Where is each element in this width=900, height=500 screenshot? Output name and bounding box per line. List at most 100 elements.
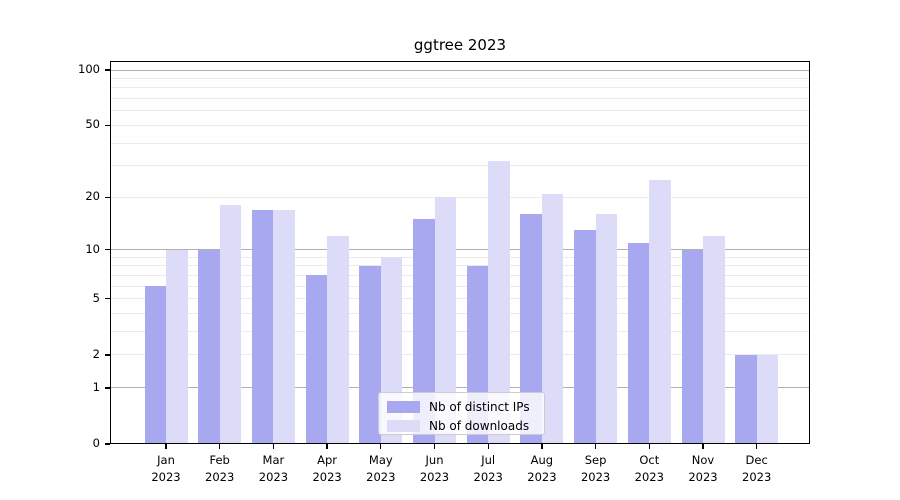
bar-nb-of-distinct-ips-oct [627,242,650,444]
x-tick-label-may: May 2023 [351,452,411,486]
x-tick-year-apr: 2023 [312,470,342,484]
x-tick-year-dec: 2023 [742,470,772,484]
x-tick-label-nov: Nov 2023 [673,452,733,486]
bar-nb-of-downloads-aug [541,193,564,444]
gridline-minor-7 [110,274,810,276]
y-tick-20 [105,196,110,198]
x-tick-aug [541,444,543,449]
x-tick-month-jan: Jan [157,453,175,467]
x-tick-dec [756,444,758,449]
legend-label-0: Nb of distinct IPs [429,399,530,414]
x-tick-label-mar: Mar 2023 [243,452,303,486]
x-tick-label-oct: Oct 2023 [619,452,679,486]
x-tick-year-sep: 2023 [580,470,611,484]
x-tick-label-dec: Dec 2023 [727,452,787,486]
bar-nb-of-distinct-ips-sep [574,230,596,444]
y-tick-5 [105,298,110,300]
bar-nb-of-distinct-ips-nov [681,249,703,444]
gridline-minor-30 [110,165,810,167]
gridline-minor-4 [110,313,810,315]
bar-nb-of-distinct-ips-jun [413,219,435,444]
x-tick-label-jun: Jun 2023 [405,452,465,486]
y-tick-label-50: 50 [85,117,100,132]
x-tick-month-jul: Jul [481,453,496,467]
x-tick-month-apr: Apr [317,453,338,467]
x-tick-jan [165,444,167,449]
x-tick-month-dec: Dec [745,453,768,467]
bar-nb-of-downloads-apr [327,236,349,444]
bar-nb-of-distinct-ips-aug [520,214,542,444]
y-tick-100 [105,69,110,71]
x-tick-year-nov: 2023 [688,470,718,484]
x-tick-month-aug: Aug [530,453,554,467]
x-tick-jun [433,444,436,449]
gridline-minor-50 [110,124,810,126]
x-tick-oct [648,444,650,449]
y-tick-label-100: 100 [78,62,100,76]
legend-item-1: Nb of downloads [387,417,536,434]
y-tick-label-1: 1 [92,379,100,394]
x-tick-year-jul: 2023 [473,470,503,484]
gridline-minor-6 [110,285,810,287]
gridline-major-10 [110,249,810,251]
y-tick-1 [105,387,110,389]
x-tick-label-aug: Aug 2023 [512,452,572,486]
gridline-minor-2 [110,354,810,356]
bar-nb-of-downloads-dec [756,354,779,444]
x-tick-month-mar: Mar [262,453,285,467]
legend-label-1: Nb of downloads [429,418,530,433]
x-tick-month-jun: Jun [425,453,444,467]
gridline-minor-70 [110,98,810,100]
gridline-minor-60 [110,110,810,112]
x-tick-may [380,444,382,449]
gridline-minor-5 [110,298,810,300]
gridline-minor-20 [110,196,810,198]
x-tick-feb [219,444,221,449]
x-tick-sep [594,444,597,449]
y-tick-label-10: 10 [85,241,100,256]
bar-nb-of-downloads-sep [595,214,618,444]
y-tick-50 [105,124,110,127]
x-tick-month-nov: Nov [691,453,715,467]
gridline-minor-9 [110,256,810,258]
bar-nb-of-distinct-ips-apr [305,275,328,444]
x-tick-month-oct: Oct [639,453,660,467]
x-tick-label-sep: Sep 2023 [566,452,626,486]
legend-swatch-0 [387,400,420,413]
x-tick-label-apr: Apr 2023 [297,452,357,486]
legend-item-0: Nb of distinct IPs [387,398,536,415]
y-tick-10 [105,248,110,251]
gridline-major-1 [110,387,810,389]
bar-nb-of-distinct-ips-feb [198,249,220,444]
x-tick-year-jan: 2023 [151,470,181,484]
y-tick-0 [105,443,110,445]
bar-nb-of-downloads-oct [649,179,671,444]
gridline-minor-8 [110,265,810,267]
x-tick-month-may: May [368,453,393,467]
bar-nb-of-distinct-ips-jan [144,286,166,444]
y-tick-label-0: 0 [92,436,100,450]
bar-nb-of-downloads-jun [434,197,456,444]
x-tick-label-jul: Jul 2023 [458,452,518,486]
gridline-minor-90 [110,77,810,79]
bar-nb-of-distinct-ips-dec [735,354,757,444]
x-tick-nov [702,444,704,449]
x-tick-label-feb: Feb 2023 [190,452,250,486]
x-tick-jul [487,444,489,449]
y-tick-label-20: 20 [85,189,100,204]
x-tick-year-mar: 2023 [258,470,289,484]
bar-nb-of-distinct-ips-may [359,265,381,444]
legend: Nb of distinct IPs Nb of downloads [378,392,545,435]
bar-nb-of-downloads-feb [219,205,242,444]
bar-nb-of-downloads-mar [273,209,295,444]
x-tick-year-oct: 2023 [634,470,664,484]
y-tick-2 [105,354,110,356]
bar-nb-of-distinct-ips-mar [251,209,274,444]
y-tick-label-5: 5 [92,290,100,305]
x-tick-month-sep: Sep [584,453,607,467]
bar-nb-of-downloads-jul [488,160,510,444]
x-tick-year-aug: 2023 [527,470,557,484]
x-tick-year-jun: 2023 [419,470,450,484]
y-tick-label-2: 2 [92,346,100,361]
